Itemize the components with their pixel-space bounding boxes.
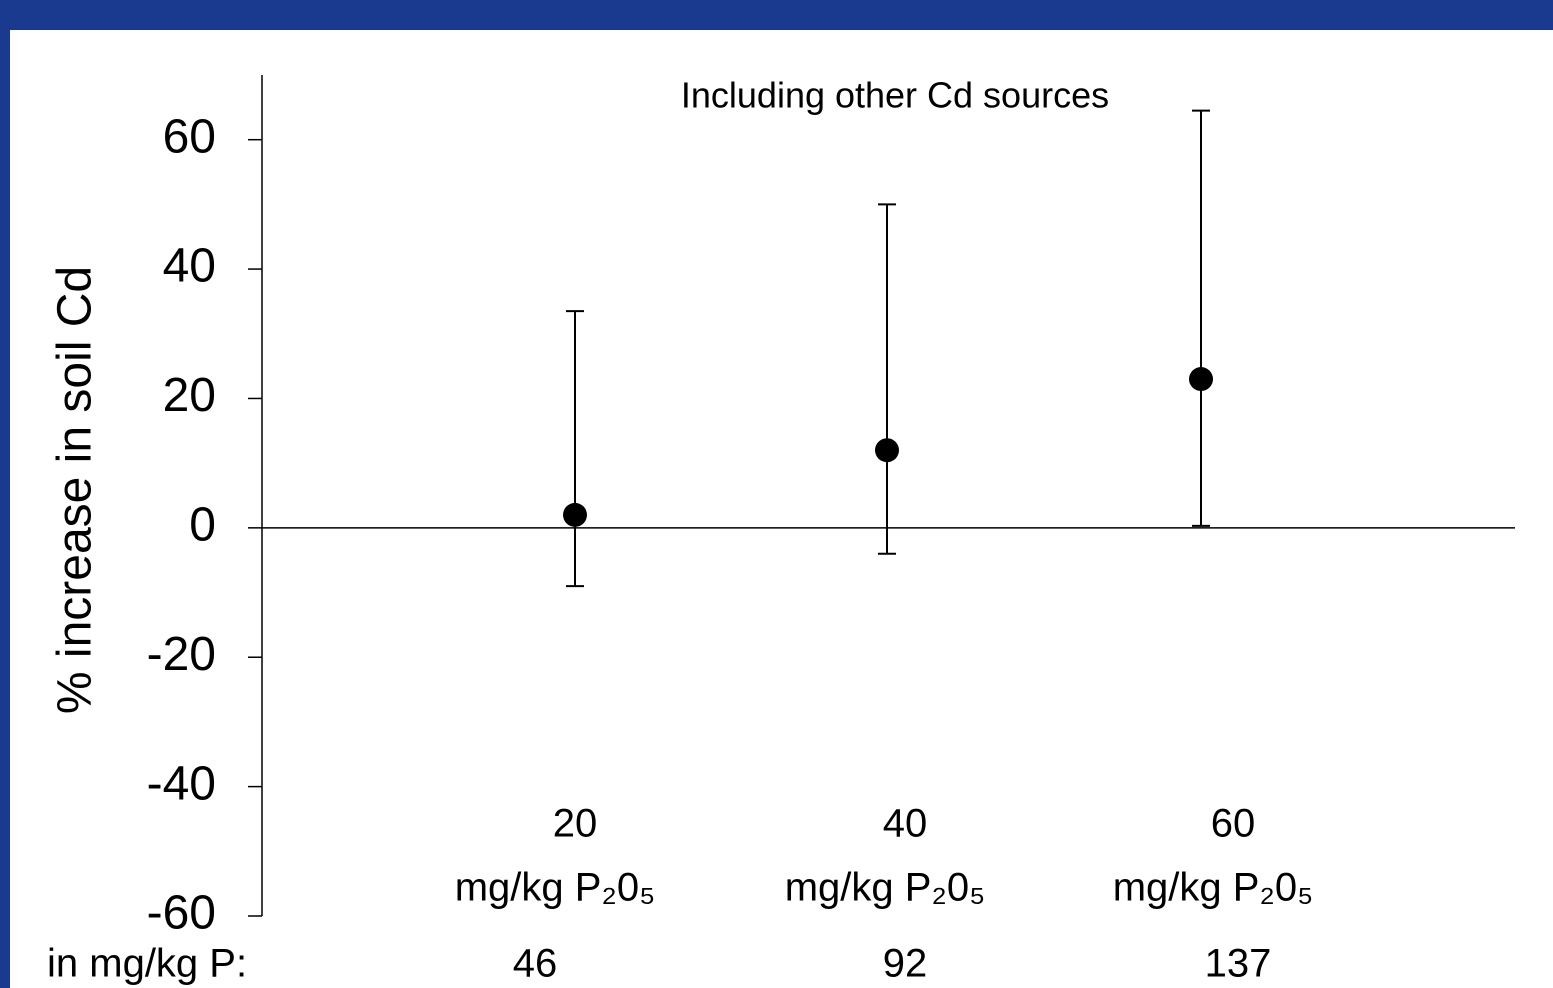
p-label: in mg/kg P: — [47, 942, 247, 986]
x-unit-label: mg/kg P₂0₅ — [1113, 866, 1314, 910]
y-tick-label: 0 — [189, 499, 216, 552]
p-value: 137 — [1205, 942, 1272, 986]
x-unit-label: mg/kg P₂0₅ — [785, 866, 986, 910]
point — [1189, 367, 1213, 392]
y-tick-label: -40 — [147, 757, 216, 810]
y-axis-label: % increase in soil Cd — [49, 266, 102, 714]
point — [563, 502, 587, 527]
x-tick-label: 40 — [883, 802, 928, 846]
y-tick-label: 20 — [163, 369, 216, 422]
p-value: 92 — [883, 942, 928, 986]
y-tick-label: -20 — [147, 628, 216, 681]
point — [875, 438, 899, 463]
slide-background — [10, 30, 1553, 988]
annotation: Including other Cd sources — [681, 75, 1109, 116]
x-tick-label: 60 — [1211, 802, 1256, 846]
y-tick-label: 40 — [163, 240, 216, 293]
x-unit-label: mg/kg P₂0₅ — [455, 866, 656, 910]
x-tick-label: 20 — [553, 802, 598, 846]
y-tick-label: 60 — [163, 110, 216, 163]
p-value: 46 — [513, 942, 558, 986]
y-tick-label: -60 — [147, 887, 216, 940]
